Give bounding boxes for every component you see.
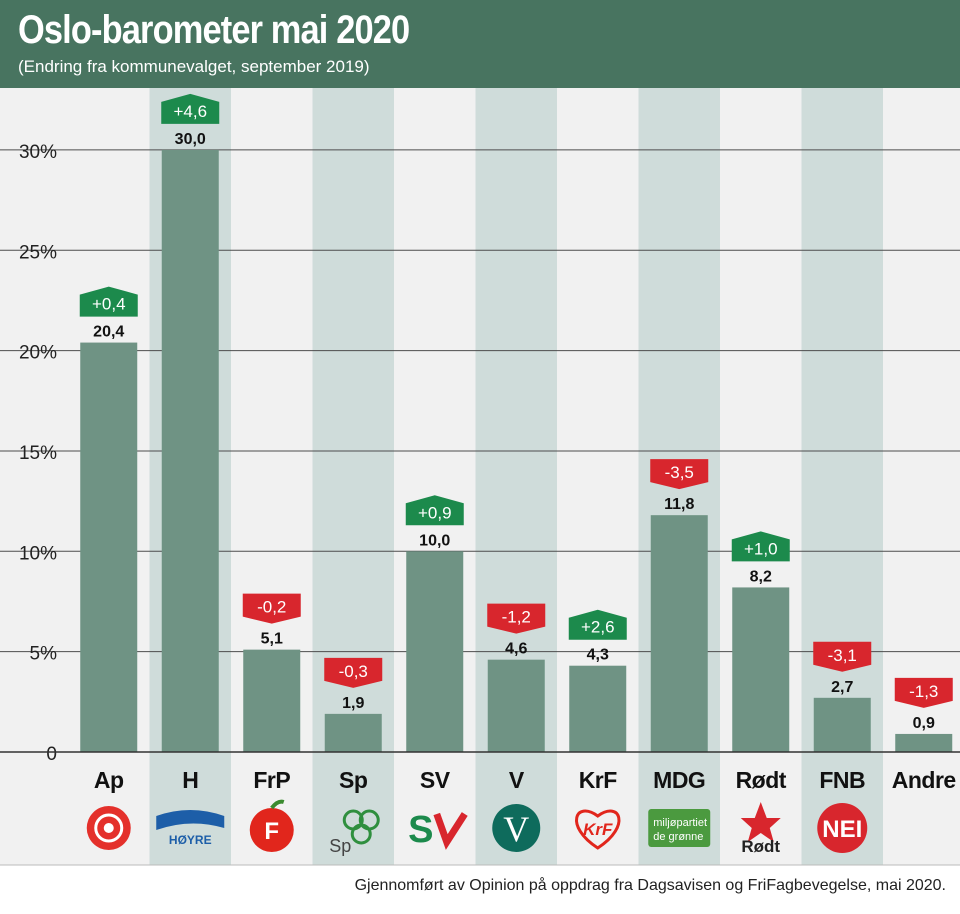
category-label: Sp	[339, 767, 368, 793]
value-label: 5,1	[261, 631, 283, 648]
category-label: H	[182, 767, 198, 793]
change-badge-positive	[568, 609, 627, 640]
change-badge-negative	[324, 657, 383, 688]
logo-text: HØYRE	[169, 833, 212, 847]
bar	[650, 515, 708, 752]
bar-chart: 0 5% 10% 15% 20% 25% 30% 20,4 +0,4 30,0 +4,6 5,1 -0,…	[0, 88, 960, 866]
y-tick-label: 15%	[19, 443, 57, 464]
logo-detail	[433, 812, 468, 850]
change-badge-negative	[813, 641, 872, 672]
chart-subtitle: (Endring fra kommunevalget, september 20…	[18, 57, 370, 76]
change-badge-positive	[161, 93, 220, 124]
value-label: 8,2	[750, 568, 772, 585]
category-label: Rødt	[736, 767, 787, 793]
y-tick-label: 0	[46, 744, 57, 765]
change-badge-positive	[731, 531, 790, 562]
value-label: 11,8	[664, 496, 694, 513]
category-label: V	[509, 767, 525, 793]
bar	[813, 697, 871, 752]
SV-logo: S	[408, 809, 433, 851]
value-label: 30,0	[175, 131, 206, 148]
Venstre-logo	[492, 804, 541, 852]
Rødt-star-logo	[740, 802, 781, 842]
change-badge-negative	[894, 677, 953, 708]
bar	[324, 713, 382, 752]
change-label: +2,6	[581, 618, 615, 637]
logo-detail	[350, 823, 372, 845]
category-label: KrF	[579, 767, 618, 793]
change-badge-negative	[650, 459, 709, 490]
category-label: Ap	[94, 767, 124, 793]
category-label: Andre	[892, 767, 956, 793]
change-label: +1,0	[744, 539, 778, 558]
value-label: 0,9	[913, 715, 935, 732]
logo-detail	[94, 813, 124, 843]
bar	[732, 587, 790, 752]
logo-text: NEI	[822, 816, 862, 843]
value-label: 4,6	[505, 641, 527, 658]
change-label: -1,3	[909, 682, 938, 701]
change-label: -0,2	[257, 598, 286, 617]
logo-text: KrF	[583, 820, 613, 839]
change-label: -3,5	[665, 463, 694, 482]
change-badge-negative	[242, 593, 301, 624]
change-badge-negative	[487, 603, 546, 634]
KrF-logo	[575, 809, 621, 850]
bar	[569, 665, 627, 752]
change-label: +4,6	[173, 102, 207, 121]
Høyre-logo	[156, 810, 225, 830]
chart-title: Oslo-barometer mai 2020	[18, 8, 410, 52]
category-label: MDG	[653, 767, 705, 793]
y-tick-label: 5%	[30, 644, 58, 665]
logo-detail: F	[264, 818, 279, 845]
y-tick-label: 10%	[19, 543, 57, 564]
logo-detail	[270, 799, 285, 810]
change-label: +0,4	[92, 295, 126, 314]
change-label: -1,2	[502, 608, 531, 627]
change-label: -3,1	[828, 646, 857, 665]
bar	[406, 551, 464, 752]
FNB-logo	[817, 803, 868, 853]
category-label: SV	[420, 767, 451, 793]
value-label: 10,0	[419, 532, 450, 549]
bar	[895, 733, 953, 752]
logo-text: V	[503, 809, 529, 849]
MDG-logo	[648, 809, 711, 847]
y-tick-label: 25%	[19, 242, 57, 263]
value-label: 1,9	[342, 695, 364, 712]
logo-detail	[103, 823, 114, 833]
source-note: Gjennomført av Opinion på oppdrag fra Da…	[354, 877, 946, 894]
value-label: 2,7	[831, 679, 853, 696]
Sp-clover-logo: Sp	[329, 836, 351, 856]
category-label: FrP	[253, 767, 290, 793]
change-badge-positive	[79, 286, 138, 317]
bar	[161, 149, 219, 752]
FrP-apple-logo	[249, 808, 294, 852]
header: Oslo-barometer mai 2020 (Endring fra kom…	[0, 0, 960, 88]
change-label: -0,3	[339, 662, 368, 681]
bar	[243, 649, 301, 752]
bar	[80, 342, 138, 752]
bar	[487, 659, 545, 752]
y-tick-label: 20%	[19, 343, 57, 364]
change-label: +0,9	[418, 503, 452, 522]
logo-text: de grønne	[653, 831, 703, 843]
category-label: FNB	[819, 767, 865, 793]
y-tick-label: 30%	[19, 142, 57, 163]
value-label: 4,3	[587, 647, 609, 664]
logo-text: Rødt	[741, 837, 780, 856]
logo-text: miljøpartiet	[653, 817, 707, 829]
value-label: 20,4	[93, 324, 124, 341]
y-axis-area	[0, 88, 68, 865]
change-badge-positive	[405, 495, 464, 526]
